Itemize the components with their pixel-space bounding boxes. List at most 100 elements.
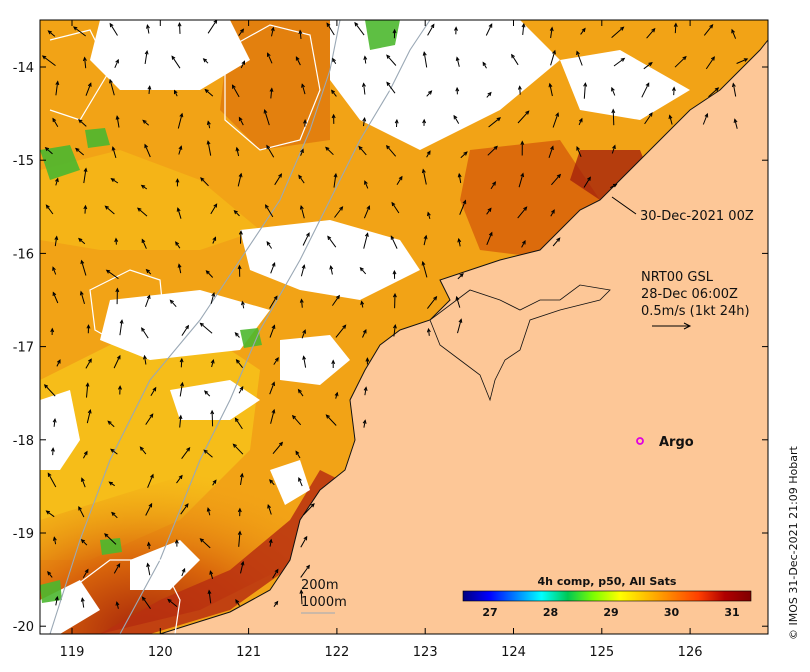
current-vector — [167, 598, 178, 607]
current-vector — [421, 260, 428, 278]
current-vector — [141, 596, 151, 609]
current-vector — [199, 322, 213, 334]
current-vector — [487, 145, 498, 156]
current-vector — [550, 49, 556, 66]
legend-arrow-icon — [652, 322, 692, 330]
colorbar-tick-label: 30 — [664, 606, 680, 619]
current-vector — [111, 146, 117, 159]
vector-legend: NRT00 GSL 28-Dec 06:00Z 0.5m/s (1kt 24h) — [641, 270, 750, 330]
current-vector — [205, 270, 214, 278]
colorbar-tick-label: 31 — [724, 606, 739, 619]
current-vector — [238, 116, 244, 126]
current-vector — [146, 24, 150, 34]
land-inlet — [429, 284, 611, 402]
current-vector — [47, 472, 57, 488]
current-vector — [303, 503, 315, 516]
colorbar: 4h comp, p50, All Sats 27 28 29 30 31 — [462, 575, 752, 619]
current-vector — [181, 567, 186, 577]
current-vector — [703, 23, 714, 36]
current-vector — [110, 448, 118, 455]
current-vector — [332, 57, 337, 65]
current-vector — [50, 327, 55, 336]
current-vector — [671, 86, 676, 96]
current-vector — [578, 117, 583, 126]
colorbar-title: 4h comp, p50, All Sats — [538, 575, 677, 588]
current-vector — [175, 178, 180, 187]
x-tick-label: 122 — [324, 645, 349, 660]
contour-legend: 200m 1000m — [301, 578, 347, 614]
current-vector — [82, 56, 87, 69]
current-vector — [142, 119, 150, 126]
current-vector — [234, 417, 243, 430]
current-vector — [736, 58, 749, 64]
current-vector — [56, 359, 61, 367]
current-vector — [426, 150, 431, 158]
current-vector — [548, 82, 553, 97]
current-vector — [486, 231, 493, 245]
plot-frame — [39, 19, 769, 635]
argo-label: Argo — [659, 435, 694, 450]
current-vector — [113, 563, 121, 574]
current-vector — [421, 168, 427, 185]
current-vector — [488, 117, 501, 128]
current-vector — [209, 570, 214, 579]
current-vector — [580, 27, 586, 35]
current-vector — [613, 57, 626, 67]
current-vector — [273, 600, 279, 607]
current-vector — [334, 206, 344, 218]
current-vector — [237, 172, 243, 187]
current-vector — [237, 507, 242, 517]
current-vector — [392, 323, 397, 337]
current-vector — [325, 414, 337, 426]
current-vector — [83, 167, 88, 184]
current-vector — [273, 357, 279, 365]
current-vector — [668, 114, 673, 125]
current-vector — [200, 177, 209, 187]
current-vector — [104, 533, 117, 545]
y-tick-label: -15 — [13, 154, 34, 169]
current-vector — [297, 388, 304, 397]
current-vector — [272, 568, 279, 579]
plot-area — [40, 20, 768, 634]
current-vector — [641, 82, 650, 98]
current-vector — [269, 87, 274, 99]
current-vector — [199, 538, 211, 549]
current-vector — [238, 28, 245, 36]
current-vector — [181, 324, 190, 336]
current-vector — [708, 87, 720, 98]
current-vector — [268, 538, 273, 547]
current-vector — [80, 259, 87, 276]
current-vector — [327, 235, 337, 248]
current-vector — [181, 446, 191, 459]
x-tick-label: 123 — [413, 645, 438, 660]
current-vector — [267, 504, 272, 515]
current-vector — [335, 324, 347, 338]
current-vector — [386, 54, 397, 66]
current-vector — [81, 477, 86, 488]
sst-hot-north-coast — [570, 150, 650, 200]
current-vector — [82, 450, 88, 459]
current-vector — [80, 539, 88, 546]
colorbar-tick-label: 28 — [543, 606, 558, 619]
current-vector — [180, 503, 189, 515]
current-vector — [354, 21, 365, 36]
current-vector — [358, 145, 367, 156]
current-vector — [107, 420, 115, 428]
current-vector — [731, 82, 737, 97]
current-vector — [363, 386, 368, 396]
current-vector — [459, 199, 467, 215]
current-vector — [238, 386, 244, 394]
current-vector — [203, 390, 211, 397]
contour-1000m-label: 1000m — [301, 595, 347, 610]
current-vector — [733, 118, 738, 129]
current-vector — [171, 55, 181, 69]
current-vector — [460, 151, 468, 159]
argo-float-marker[interactable] — [636, 437, 644, 445]
current-vector — [392, 292, 397, 309]
current-vector — [235, 146, 240, 157]
current-vector — [177, 263, 182, 274]
current-vector — [269, 295, 278, 309]
current-vector — [301, 83, 306, 95]
current-vector — [270, 262, 276, 274]
